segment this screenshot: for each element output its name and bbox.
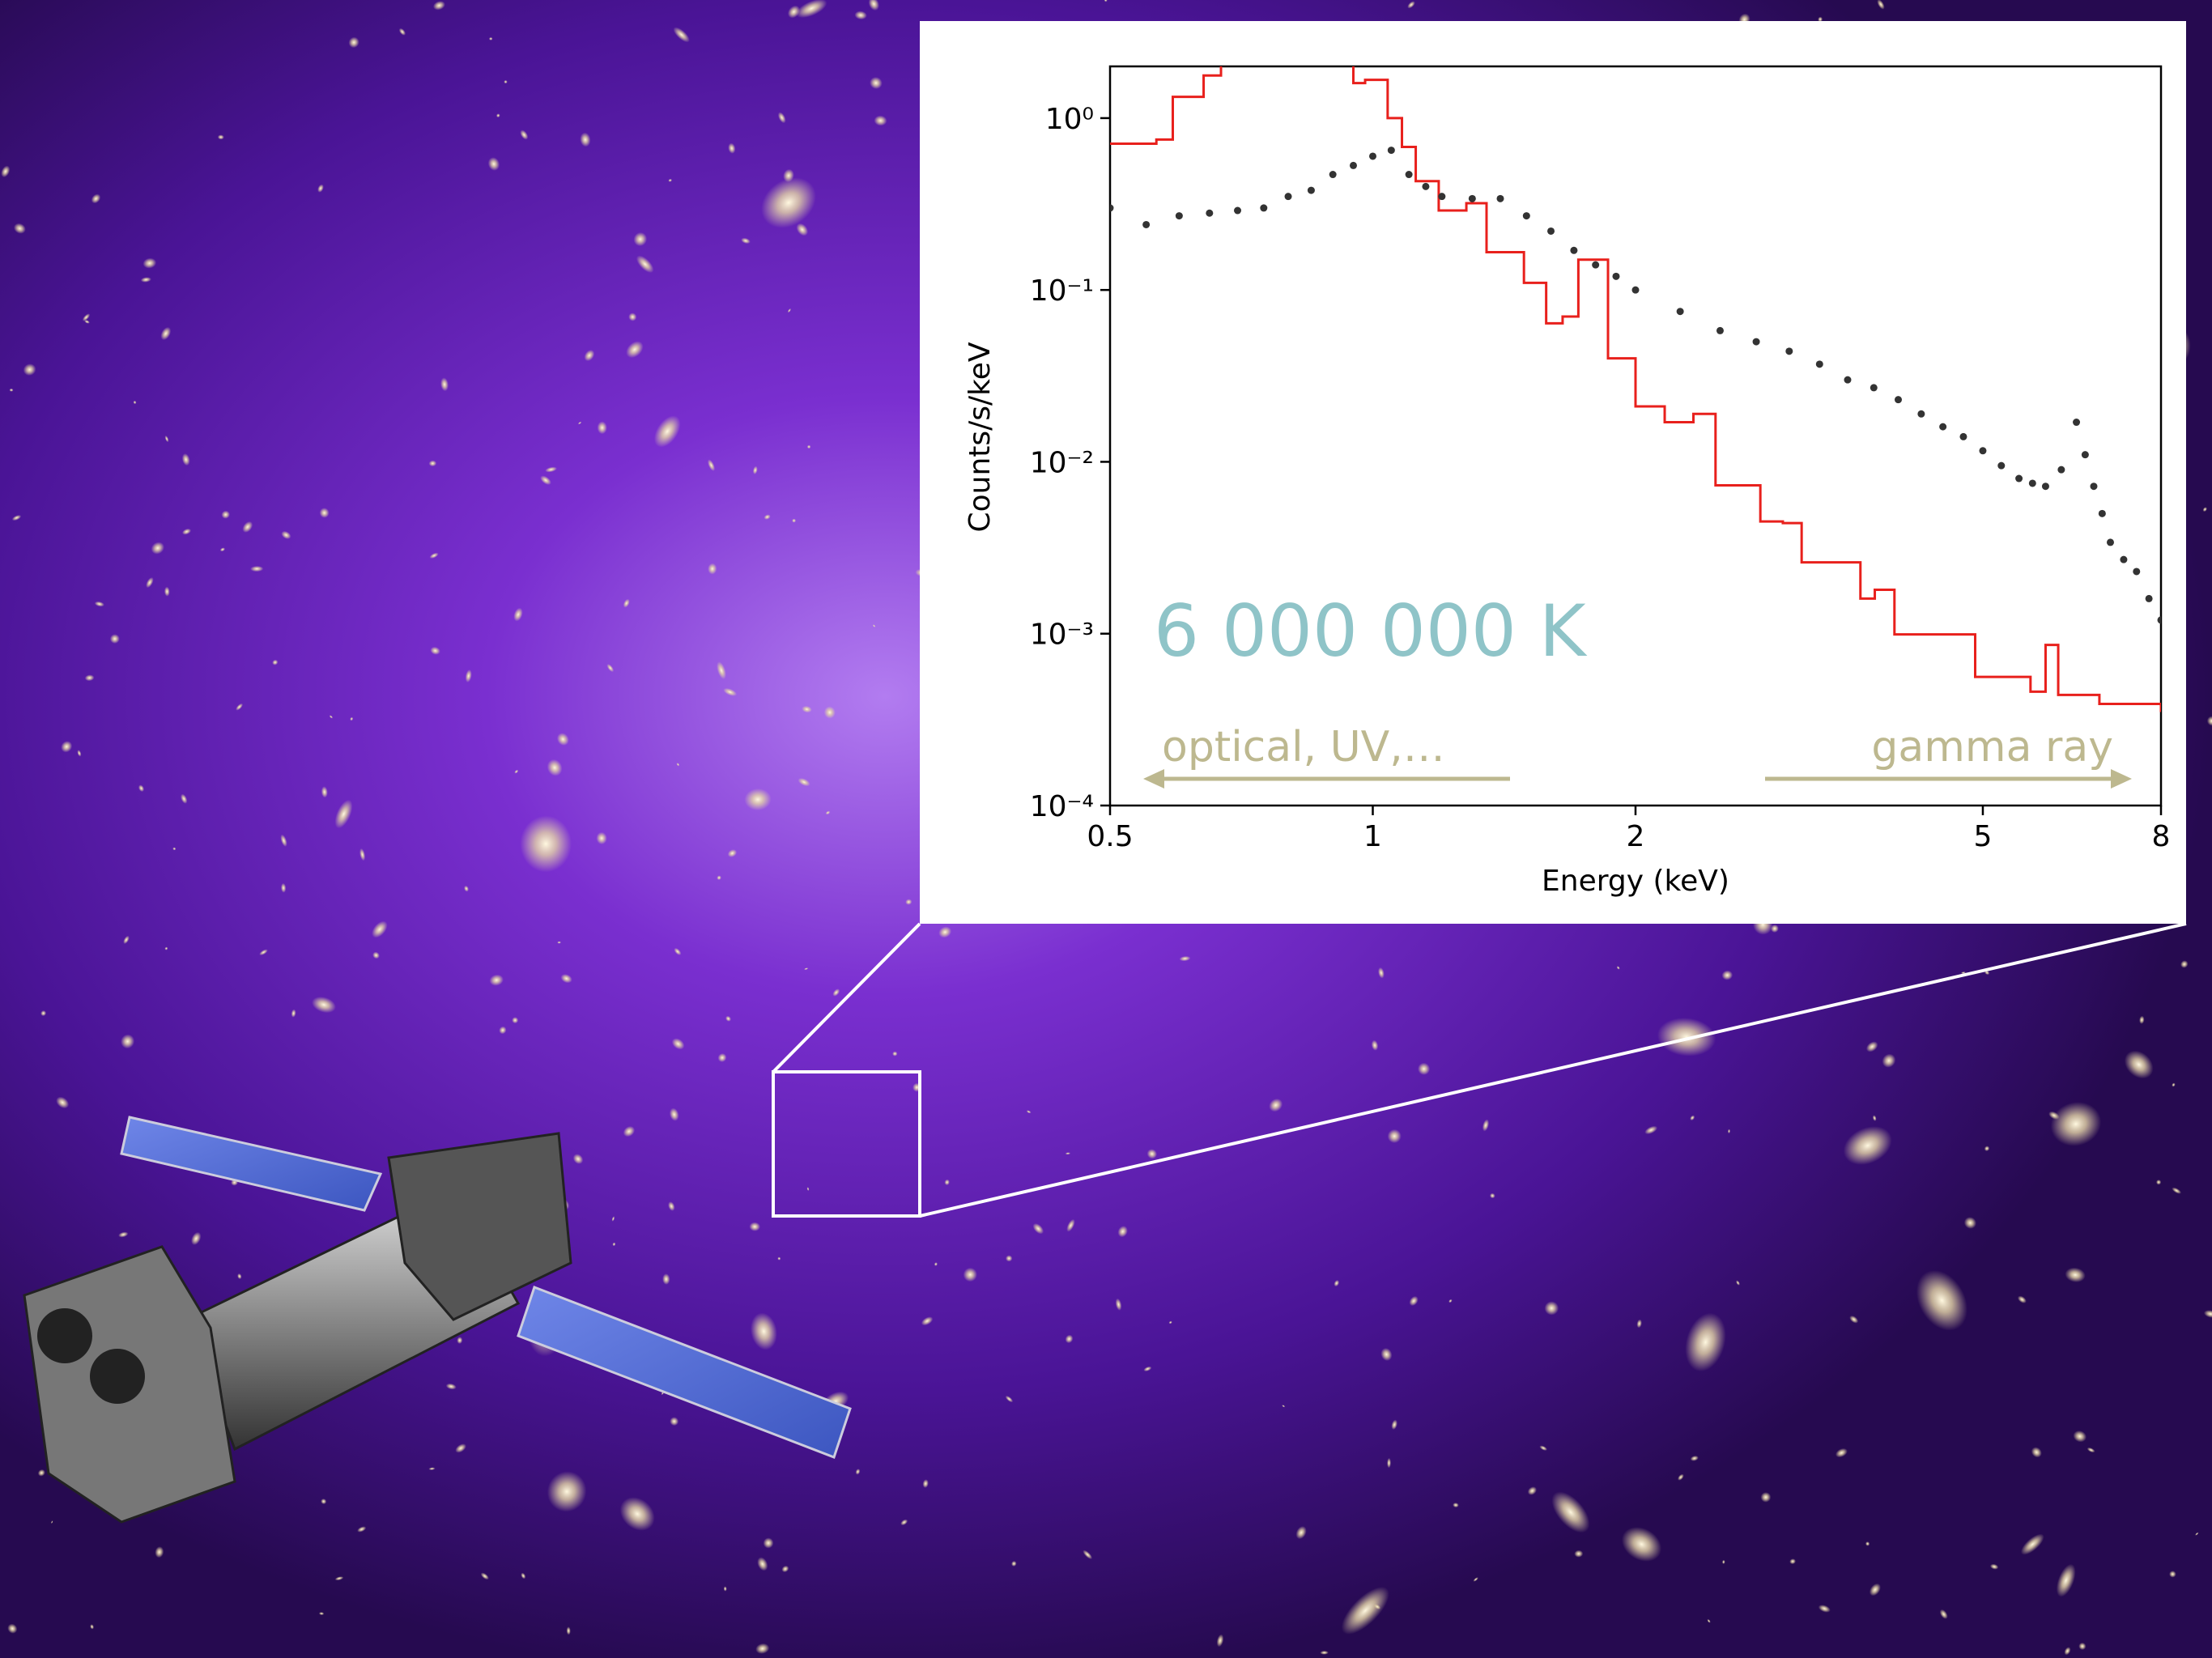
y-tick-label: 10⁰ (1045, 103, 1094, 136)
data-point (1176, 212, 1183, 219)
data-point (1939, 423, 1946, 431)
y-tick-label: 10⁻² (1030, 446, 1094, 479)
x-tick-label: 8 (2152, 820, 2171, 853)
data-point (1329, 171, 1337, 178)
data-point (1285, 193, 1292, 200)
data-point (1632, 287, 1640, 294)
data-point (1592, 261, 1599, 269)
data-point (2099, 510, 2106, 517)
scene: Energy (keV) Counts/s/keV 6 000 000 K op… (0, 0, 2212, 1658)
data-point (1612, 273, 1619, 280)
data-point (1753, 338, 1760, 346)
data-point (1895, 396, 1902, 403)
data-point (1816, 360, 1823, 368)
mirror-aperture (90, 1349, 145, 1404)
data-point (2082, 451, 2089, 458)
data-point (1369, 152, 1376, 159)
data-point (2057, 466, 2065, 474)
data-point (2042, 483, 2049, 490)
y-tick-label: 10⁻¹ (1030, 274, 1094, 308)
data-point (2107, 538, 2114, 546)
x-tick-label: 2 (1627, 820, 1645, 853)
data-point (1570, 247, 1577, 254)
data-point (1206, 210, 1213, 217)
y-tick-label: 10⁻³ (1030, 619, 1094, 652)
data-point (2146, 595, 2153, 602)
data-point (2015, 475, 2023, 483)
data-point (1234, 207, 1241, 215)
data-point (1979, 447, 1986, 454)
data-point (1844, 376, 1851, 384)
data-point (1142, 221, 1150, 228)
data-point (1870, 384, 1878, 391)
band-annotation: gamma ray (1871, 723, 2113, 772)
data-point (1406, 171, 1413, 178)
data-point (1716, 327, 1724, 334)
data-point (1388, 147, 1395, 154)
data-point (1959, 433, 1967, 440)
data-point (1469, 195, 1476, 202)
galaxy (489, 37, 493, 40)
page: {"chart_data":{ "type":"line", "xlabel":… (0, 0, 2212, 1658)
band-annotation: optical, UV,… (1162, 723, 1445, 772)
data-point (1917, 410, 1925, 418)
x-tick-label: 1 (1363, 820, 1382, 853)
x-tick-label: 0.5 (1087, 820, 1133, 853)
data-point (1438, 193, 1445, 200)
data-point (1260, 204, 1267, 211)
data-point (2090, 483, 2097, 490)
data-point (1785, 347, 1793, 355)
x-axis-label: Energy (keV) (1542, 865, 1729, 898)
data-point (1308, 187, 1315, 194)
data-point (2073, 419, 2080, 426)
data-point (1997, 462, 2005, 470)
data-point (1422, 183, 1429, 190)
data-point (1523, 212, 1530, 219)
y-axis-label: Counts/s/keV (963, 342, 997, 532)
data-point (1350, 162, 1357, 169)
data-point (2133, 568, 2140, 575)
data-point (2029, 479, 2036, 487)
data-point (2120, 556, 2127, 563)
y-tick-label: 10⁻⁴ (1030, 790, 1094, 823)
temperature-annotation: 6 000 000 K (1154, 589, 1588, 673)
data-point (1547, 227, 1555, 235)
data-point (1497, 195, 1504, 202)
data-point (1677, 308, 1684, 315)
mirror-aperture (37, 1308, 92, 1363)
x-tick-label: 5 (1974, 820, 1993, 853)
